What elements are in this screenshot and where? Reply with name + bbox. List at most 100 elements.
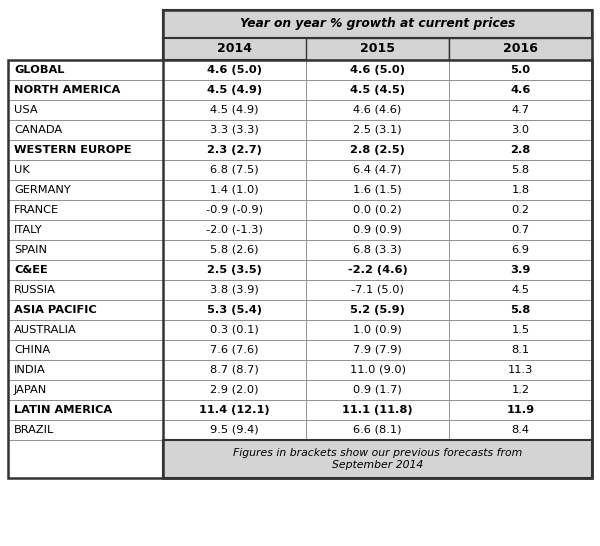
Bar	[449, 100, 592, 120]
Text: 1.2: 1.2	[511, 385, 530, 395]
Bar	[306, 300, 449, 320]
Bar	[8, 360, 163, 380]
Text: 6.9: 6.9	[511, 245, 530, 255]
Text: 11.3: 11.3	[508, 365, 533, 375]
Text: 1.8: 1.8	[511, 185, 530, 195]
Text: C&EE: C&EE	[14, 265, 48, 275]
Text: 3.8 (3.9): 3.8 (3.9)	[210, 285, 259, 295]
Bar	[8, 60, 163, 80]
Bar	[449, 340, 592, 360]
Text: 4.6 (5.0): 4.6 (5.0)	[207, 65, 262, 75]
Bar	[163, 200, 306, 220]
Bar	[8, 160, 163, 180]
Bar	[449, 320, 592, 340]
Bar	[449, 38, 592, 60]
Text: 5.2 (5.9): 5.2 (5.9)	[350, 305, 405, 315]
Bar	[163, 400, 306, 420]
Text: 2.5 (3.1): 2.5 (3.1)	[353, 125, 402, 135]
Bar	[163, 160, 306, 180]
Bar	[449, 60, 592, 80]
Bar	[306, 100, 449, 120]
Bar	[306, 420, 449, 440]
Text: -7.1 (5.0): -7.1 (5.0)	[351, 285, 404, 295]
Text: ITALY: ITALY	[14, 225, 43, 235]
Bar	[163, 140, 306, 160]
Text: 2.5 (3.5): 2.5 (3.5)	[207, 265, 262, 275]
Bar	[163, 120, 306, 140]
Text: CHINA: CHINA	[14, 345, 50, 355]
Bar	[8, 240, 163, 260]
Text: 2.9 (2.0): 2.9 (2.0)	[210, 385, 259, 395]
Bar	[8, 200, 163, 220]
Bar	[306, 340, 449, 360]
Text: JAPAN: JAPAN	[14, 385, 47, 395]
Text: Year on year % growth at current prices: Year on year % growth at current prices	[240, 17, 515, 31]
Bar	[8, 100, 163, 120]
Bar	[449, 260, 592, 280]
Text: UK: UK	[14, 165, 30, 175]
Bar	[163, 360, 306, 380]
Bar	[306, 160, 449, 180]
Text: LATIN AMERICA: LATIN AMERICA	[14, 405, 112, 415]
Text: 4.7: 4.7	[511, 105, 530, 115]
Bar	[163, 240, 306, 260]
Bar	[449, 140, 592, 160]
Bar	[449, 80, 592, 100]
Text: 0.9 (1.7): 0.9 (1.7)	[353, 385, 402, 395]
Bar	[8, 60, 592, 478]
Text: Figures in brackets show our previous forecasts from
September 2014: Figures in brackets show our previous fo…	[233, 448, 522, 470]
Text: 2.8: 2.8	[511, 145, 530, 155]
Bar	[8, 220, 163, 240]
Bar	[306, 260, 449, 280]
Bar	[306, 180, 449, 200]
Text: 8.7 (8.7): 8.7 (8.7)	[210, 365, 259, 375]
Text: 2014: 2014	[217, 43, 252, 56]
Bar	[306, 140, 449, 160]
Text: -2.0 (-1.3): -2.0 (-1.3)	[206, 225, 263, 235]
Bar	[449, 420, 592, 440]
Text: GLOBAL: GLOBAL	[14, 65, 64, 75]
Text: WESTERN EUROPE: WESTERN EUROPE	[14, 145, 131, 155]
Text: 9.5 (9.4): 9.5 (9.4)	[210, 425, 259, 435]
Text: 0.2: 0.2	[511, 205, 530, 215]
Bar	[163, 38, 592, 60]
Text: 4.5 (4.5): 4.5 (4.5)	[350, 85, 405, 95]
Text: SPAIN: SPAIN	[14, 245, 47, 255]
Text: 5.3 (5.4): 5.3 (5.4)	[207, 305, 262, 315]
Text: 1.5: 1.5	[511, 325, 530, 335]
Text: USA: USA	[14, 105, 38, 115]
Bar	[163, 180, 306, 200]
Text: GERMANY: GERMANY	[14, 185, 71, 195]
Text: -2.2 (4.6): -2.2 (4.6)	[347, 265, 407, 275]
Bar	[163, 260, 306, 280]
Text: 4.5 (4.9): 4.5 (4.9)	[207, 85, 262, 95]
Bar	[449, 180, 592, 200]
Text: 4.6 (4.6): 4.6 (4.6)	[353, 105, 401, 115]
Bar	[163, 100, 306, 120]
Text: 11.9: 11.9	[506, 405, 535, 415]
Bar	[306, 240, 449, 260]
Bar	[306, 320, 449, 340]
Text: FRANCE: FRANCE	[14, 205, 59, 215]
Text: RUSSIA: RUSSIA	[14, 285, 56, 295]
Bar	[8, 80, 163, 100]
Text: 3.0: 3.0	[511, 125, 530, 135]
Bar	[8, 120, 163, 140]
Bar	[449, 160, 592, 180]
Text: 2016: 2016	[503, 43, 538, 56]
Text: -0.9 (-0.9): -0.9 (-0.9)	[206, 205, 263, 215]
Bar	[306, 380, 449, 400]
Text: 0.7: 0.7	[511, 225, 530, 235]
Bar	[449, 380, 592, 400]
Text: 5.8 (2.6): 5.8 (2.6)	[210, 245, 259, 255]
Bar	[306, 120, 449, 140]
Text: 7.9 (7.9): 7.9 (7.9)	[353, 345, 402, 355]
Text: 11.1 (11.8): 11.1 (11.8)	[342, 405, 413, 415]
Text: 6.4 (4.7): 6.4 (4.7)	[353, 165, 401, 175]
Bar	[8, 400, 163, 420]
Bar	[449, 240, 592, 260]
Text: 8.4: 8.4	[511, 425, 530, 435]
Bar	[163, 80, 306, 100]
Bar	[8, 260, 163, 280]
Text: NORTH AMERICA: NORTH AMERICA	[14, 85, 120, 95]
